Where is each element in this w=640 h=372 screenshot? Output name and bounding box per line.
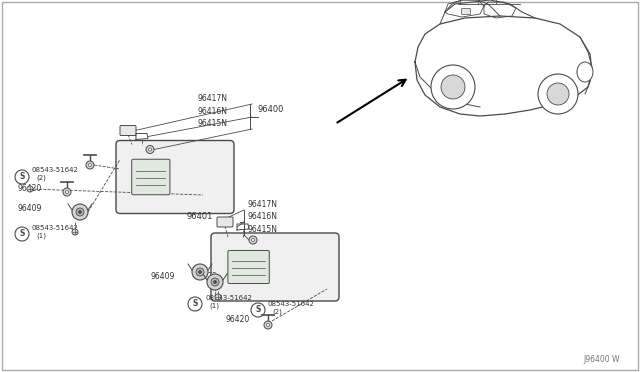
Text: (1): (1) [36,232,46,239]
Circle shape [146,145,154,154]
Text: 96416N: 96416N [248,212,278,221]
Text: S: S [19,229,25,238]
Circle shape [214,280,216,283]
Circle shape [63,188,71,196]
Text: 96416N: 96416N [198,107,228,116]
Text: 08543-51642: 08543-51642 [32,167,79,173]
Text: 08543-51642: 08543-51642 [205,295,252,301]
Circle shape [148,148,152,151]
Text: 96409: 96409 [18,204,42,213]
Text: 96401: 96401 [187,212,213,221]
Text: 08543-51642: 08543-51642 [268,301,315,307]
Circle shape [538,74,578,114]
FancyBboxPatch shape [211,233,339,301]
Text: S: S [255,305,260,314]
Text: 96409: 96409 [150,272,175,281]
Circle shape [27,186,33,192]
Circle shape [215,294,221,300]
Circle shape [15,170,29,184]
FancyBboxPatch shape [120,125,136,135]
Circle shape [264,321,272,329]
Text: 08543-51642: 08543-51642 [32,225,79,231]
Text: 96415N: 96415N [198,119,228,128]
Text: (1): (1) [209,302,219,309]
Circle shape [188,297,202,311]
Circle shape [76,208,84,216]
Circle shape [79,211,81,214]
Text: 96400: 96400 [257,105,284,114]
Text: J96400 W: J96400 W [584,355,620,364]
Circle shape [431,65,475,109]
Circle shape [266,324,269,327]
Circle shape [88,164,92,167]
Circle shape [196,268,204,276]
Circle shape [86,161,94,169]
Circle shape [198,270,202,273]
Circle shape [441,75,465,99]
Circle shape [72,229,78,235]
Text: 96415N: 96415N [248,225,278,234]
FancyBboxPatch shape [116,141,234,214]
Text: (2): (2) [272,308,282,315]
FancyBboxPatch shape [461,9,470,15]
Text: 96420: 96420 [226,315,250,324]
FancyBboxPatch shape [217,217,233,227]
Text: 96417N: 96417N [248,200,278,209]
Text: S: S [19,172,25,181]
Circle shape [252,238,255,241]
Circle shape [192,264,208,280]
Text: (2): (2) [36,174,46,181]
Text: 96420: 96420 [18,184,42,193]
Circle shape [65,190,68,193]
Circle shape [15,227,29,241]
Circle shape [251,303,265,317]
Circle shape [211,278,219,286]
FancyBboxPatch shape [228,250,269,283]
Circle shape [72,204,88,220]
Circle shape [547,83,569,105]
Circle shape [249,236,257,244]
Circle shape [207,274,223,290]
Text: 96417N: 96417N [198,94,228,103]
Text: S: S [192,299,198,308]
FancyBboxPatch shape [132,159,170,195]
Ellipse shape [577,62,593,82]
